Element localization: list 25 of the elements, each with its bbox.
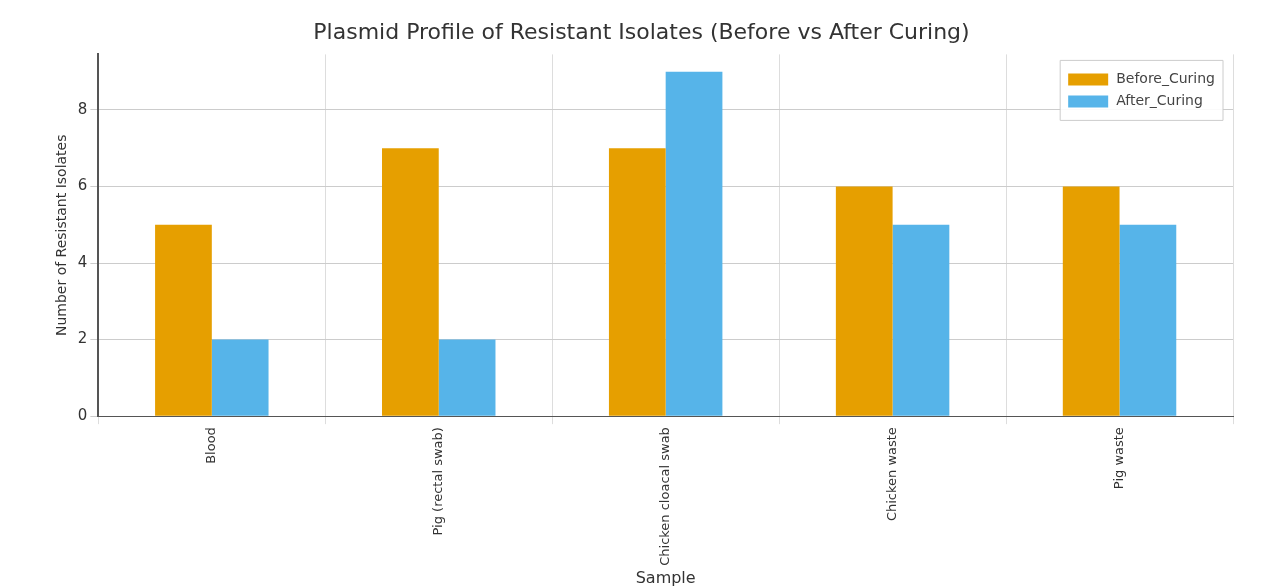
bar xyxy=(608,148,666,416)
bar xyxy=(438,339,496,416)
y-tick-label: 2 xyxy=(77,329,88,348)
bar xyxy=(382,148,439,416)
y-tick-label: 0 xyxy=(77,406,88,425)
x-tick-label: Pig (rectal swab) xyxy=(430,427,446,536)
legend-label: Before_Curing xyxy=(1116,70,1215,87)
chart-title: Plasmid Profile of Resistant Isolates (Before vs After Curing) xyxy=(313,18,970,44)
bar xyxy=(665,71,723,416)
x-tick-label: Pig waste xyxy=(1110,427,1126,490)
x-tick-label: Chicken cloacal swab xyxy=(657,427,673,566)
y-axis-title: Number of Resistant Isolates xyxy=(53,134,70,337)
bar xyxy=(1062,186,1120,416)
legend-label: After_Curing xyxy=(1116,92,1203,109)
x-tick-label: Chicken waste xyxy=(883,427,899,522)
bar xyxy=(1119,224,1177,416)
bar xyxy=(892,224,950,416)
bar xyxy=(835,186,893,416)
y-tick-label: 6 xyxy=(77,176,88,195)
bar xyxy=(211,339,269,416)
y-tick-label: 8 xyxy=(77,99,88,118)
x-axis-title: Sample xyxy=(635,567,696,587)
x-tick-label: Blood xyxy=(203,427,219,464)
y-tick-label: 4 xyxy=(77,252,88,271)
bar xyxy=(155,224,212,416)
